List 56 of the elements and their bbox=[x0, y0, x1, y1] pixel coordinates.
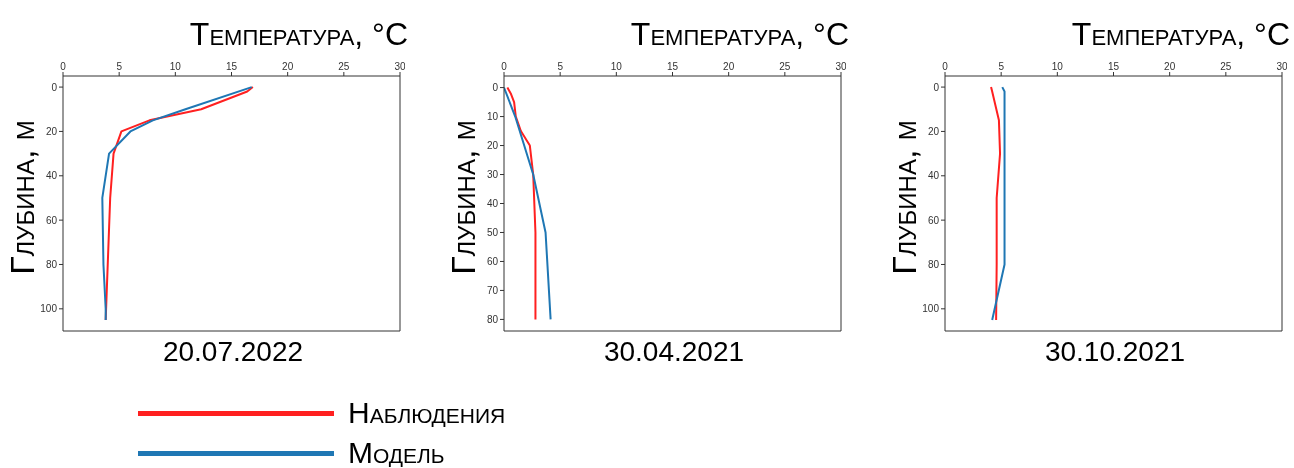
y-axis-title: Глубина, м bbox=[884, 119, 924, 275]
x-tick-label: 10 bbox=[610, 61, 623, 72]
y-tick-label: 60 bbox=[45, 214, 58, 226]
x-tick-label: 5 bbox=[557, 61, 564, 72]
y-axis-title: Глубина, м bbox=[443, 119, 483, 275]
line-series bbox=[504, 86, 552, 321]
line-series bbox=[990, 86, 1002, 321]
x-tick-label: 15 bbox=[666, 61, 679, 72]
x-tick-label: 25 bbox=[1220, 61, 1232, 72]
x-tick-label: 0 bbox=[60, 61, 67, 72]
x-tick-label: 30 bbox=[1276, 61, 1288, 72]
text: Наблюдения bbox=[348, 396, 506, 430]
x-tick-label: 15 bbox=[225, 61, 238, 72]
x-tick-label: 20 bbox=[282, 61, 294, 72]
x-tick-label: 25 bbox=[779, 61, 791, 72]
x-tick-label: 20 bbox=[723, 61, 735, 72]
text: 30.04.2021 bbox=[602, 336, 746, 368]
y-tick-label: 80 bbox=[45, 259, 58, 271]
x-tick-label: 30 bbox=[835, 61, 847, 72]
x-axis-title: Температура, °C bbox=[629, 15, 849, 54]
x-tick-label: 5 bbox=[116, 61, 123, 72]
x-tick-label: 0 bbox=[501, 61, 508, 72]
y-tick-label: 100 bbox=[922, 303, 940, 315]
x-tick-label: 10 bbox=[169, 61, 182, 72]
x-tick-label: 20 bbox=[1164, 61, 1176, 72]
y-tick-label: 80 bbox=[927, 259, 940, 271]
x-tick-label: 25 bbox=[338, 61, 350, 72]
y-tick-label: 0 bbox=[933, 81, 940, 93]
y-axis-title: Глубина, м bbox=[2, 119, 42, 275]
y-tick-label: 20 bbox=[927, 125, 940, 137]
text: 30.10.2021 bbox=[1043, 336, 1187, 368]
y-tick-label: 20 bbox=[486, 140, 499, 152]
y-tick-label: 0 bbox=[51, 81, 58, 93]
y-tick-label: 30 bbox=[486, 169, 499, 181]
x-tick-label: 10 bbox=[1051, 61, 1064, 72]
line-series bbox=[506, 86, 537, 321]
x-tick-label: 15 bbox=[1107, 61, 1120, 72]
y-tick-label: 20 bbox=[45, 125, 58, 137]
y-tick-label: 40 bbox=[486, 198, 499, 210]
y-tick-label: 100 bbox=[40, 303, 58, 315]
y-tick-label: 10 bbox=[486, 111, 499, 123]
y-tick-label: 60 bbox=[927, 214, 940, 226]
x-axis-title: Температура, °C bbox=[1070, 15, 1290, 54]
x-axis-title: Температура, °C bbox=[188, 15, 408, 54]
x-tick-label: 0 bbox=[942, 61, 949, 72]
x-tick-label: 30 bbox=[394, 61, 406, 72]
line-series bbox=[991, 86, 1006, 321]
y-tick-label: 50 bbox=[486, 227, 499, 239]
y-tick-label: 60 bbox=[486, 256, 499, 267]
x-tick-label: 5 bbox=[998, 61, 1005, 72]
y-tick-label: 0 bbox=[492, 82, 499, 94]
text: 20.07.2022 bbox=[161, 336, 305, 368]
y-tick-label: 70 bbox=[486, 284, 499, 296]
y-tick-label: 80 bbox=[486, 313, 499, 325]
y-tick-label: 40 bbox=[45, 170, 58, 182]
y-tick-label: 40 bbox=[927, 170, 940, 182]
